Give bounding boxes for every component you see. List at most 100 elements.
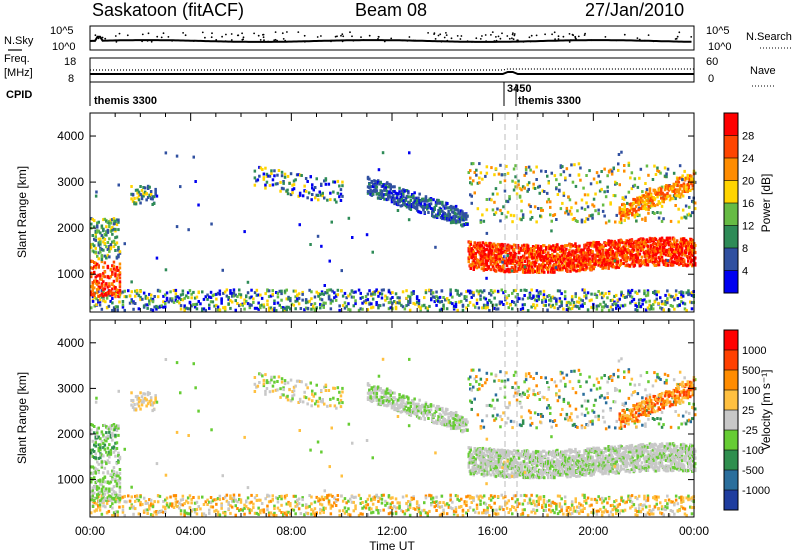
power-cell bbox=[331, 299, 334, 303]
velocity-cell bbox=[100, 494, 104, 498]
power-cell bbox=[585, 217, 588, 221]
power-cell bbox=[102, 280, 105, 284]
power-cell bbox=[93, 296, 96, 299]
power-cell bbox=[441, 200, 444, 204]
power-cell bbox=[662, 308, 665, 312]
velocity-cell bbox=[142, 496, 146, 500]
power-cell bbox=[620, 250, 623, 253]
power-cell bbox=[472, 293, 475, 297]
power-cell bbox=[397, 199, 400, 203]
power-cell bbox=[148, 302, 151, 306]
power-cell bbox=[591, 254, 594, 258]
velocity-cell bbox=[252, 502, 255, 506]
power-cell bbox=[413, 198, 416, 202]
power-cell bbox=[528, 255, 532, 258]
velocity-cell bbox=[156, 511, 160, 515]
power-cell bbox=[437, 198, 440, 202]
power-cell bbox=[657, 301, 660, 305]
power-cell bbox=[100, 284, 104, 288]
power-cell bbox=[271, 292, 274, 296]
power-cell bbox=[649, 244, 653, 248]
power-cell bbox=[285, 305, 288, 309]
power-cell bbox=[646, 291, 650, 295]
power-cell bbox=[153, 295, 156, 298]
noise-search-dot bbox=[377, 38, 379, 40]
power-cell bbox=[685, 176, 688, 180]
velocity-cell bbox=[144, 500, 148, 504]
power-cell bbox=[528, 296, 532, 299]
power-cell bbox=[379, 181, 382, 185]
power-cell bbox=[506, 210, 510, 214]
power-cell bbox=[598, 242, 601, 246]
power-cell bbox=[482, 219, 486, 223]
power-cell bbox=[491, 246, 495, 250]
noise-search-dot bbox=[341, 33, 344, 36]
noise-search-dot bbox=[162, 32, 165, 35]
power-cell bbox=[116, 308, 119, 312]
power-cell bbox=[612, 265, 615, 269]
power-cell bbox=[255, 179, 258, 183]
power-cell bbox=[431, 211, 434, 215]
power-cell bbox=[691, 199, 694, 203]
noise-search-dot bbox=[557, 35, 560, 38]
velocity-cell bbox=[100, 512, 104, 516]
power-cell bbox=[615, 251, 618, 255]
power-cell bbox=[617, 265, 620, 269]
power-cell bbox=[417, 299, 421, 303]
power-cell bbox=[592, 204, 596, 208]
power-cell bbox=[359, 291, 362, 295]
power-cell bbox=[499, 255, 503, 259]
power-cell bbox=[419, 202, 423, 206]
power-cell bbox=[644, 216, 647, 220]
power-cell bbox=[543, 190, 546, 193]
velocity-cell bbox=[303, 513, 306, 517]
noise-search-dot bbox=[241, 32, 244, 35]
power-cell bbox=[648, 194, 652, 198]
velocity-cell bbox=[267, 513, 271, 517]
power-cell bbox=[112, 285, 116, 288]
power-cell bbox=[549, 261, 552, 265]
power-cell bbox=[461, 210, 464, 214]
power-cell bbox=[451, 302, 454, 306]
power-cell bbox=[485, 165, 489, 169]
power-cell bbox=[453, 217, 457, 221]
power-cell bbox=[617, 168, 620, 172]
power-cell bbox=[682, 237, 686, 241]
power-cell bbox=[680, 250, 684, 254]
power-cell bbox=[442, 212, 445, 216]
power-cell bbox=[689, 300, 692, 304]
power-cell bbox=[670, 197, 673, 201]
power-cell bbox=[408, 298, 412, 302]
power-cell bbox=[681, 208, 685, 212]
power-cell bbox=[575, 259, 578, 263]
power-cell bbox=[133, 196, 136, 200]
power-cell bbox=[670, 187, 673, 191]
power-cell bbox=[368, 186, 371, 190]
power-cell bbox=[497, 255, 501, 259]
power-cell bbox=[606, 185, 609, 189]
power-cell bbox=[97, 285, 100, 289]
power-cell bbox=[387, 185, 390, 189]
power-cell bbox=[523, 294, 526, 297]
power-cell bbox=[583, 256, 586, 260]
noise-search-dot bbox=[644, 39, 646, 42]
power-cell bbox=[96, 229, 99, 233]
power-cell bbox=[486, 303, 489, 307]
power-cell bbox=[94, 263, 97, 267]
power-cell bbox=[694, 171, 697, 175]
power-cell bbox=[407, 195, 410, 199]
power-cell bbox=[152, 202, 156, 205]
power-cell bbox=[102, 290, 105, 294]
power-cell bbox=[593, 264, 596, 268]
power-cell bbox=[493, 200, 496, 204]
velocity-cell bbox=[319, 507, 322, 511]
power-cell bbox=[115, 269, 119, 272]
power-cell bbox=[97, 229, 100, 233]
power-cell bbox=[685, 308, 688, 312]
velocity-cell bbox=[208, 511, 211, 515]
velocity-cell bbox=[313, 507, 317, 511]
power-cell bbox=[94, 261, 97, 265]
power-cell bbox=[415, 297, 419, 301]
power-cell bbox=[123, 308, 126, 312]
power-cell bbox=[475, 247, 479, 251]
